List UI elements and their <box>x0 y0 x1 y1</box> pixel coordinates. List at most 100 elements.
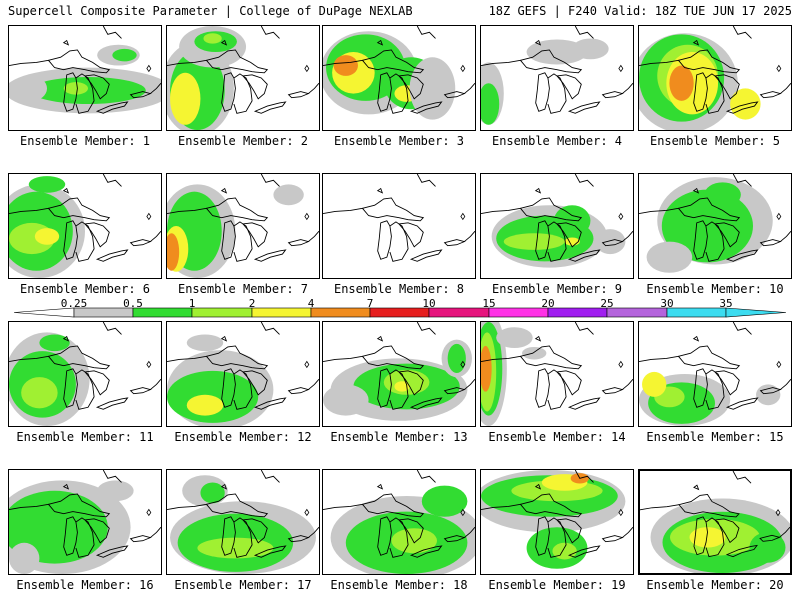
geography-outline <box>205 49 269 74</box>
geography-outline <box>242 518 268 544</box>
geography-outline <box>759 387 782 395</box>
scp-contour <box>642 371 667 397</box>
geography-outline <box>547 369 567 410</box>
member-map-19 <box>480 469 634 575</box>
geography-outline <box>693 368 708 408</box>
geography-outline <box>233 517 253 558</box>
geography-outline <box>705 369 725 410</box>
geography-outline <box>677 345 741 370</box>
scp-contour <box>447 343 466 373</box>
geography-outline <box>519 493 583 518</box>
geography-outline <box>639 355 679 362</box>
geography-outline <box>220 187 228 194</box>
geography-outline <box>221 220 236 260</box>
scp-contour <box>167 233 180 271</box>
member-label: Ensemble Member: 10 <box>646 282 784 296</box>
scp-contour <box>595 229 626 255</box>
scp-contour <box>522 346 547 360</box>
island-marker <box>776 212 782 221</box>
geography-outline <box>535 368 550 408</box>
geography-outline <box>220 39 228 46</box>
geography-outline <box>389 369 409 410</box>
scp-contour <box>496 327 533 348</box>
geography-outline <box>129 387 152 395</box>
geography-outline <box>574 470 594 483</box>
colorbar-tick-label: 4 <box>307 297 315 310</box>
member-map-8 <box>322 173 476 279</box>
geography-outline <box>416 174 436 187</box>
scp-contour <box>9 542 40 574</box>
geography-outline <box>567 101 601 114</box>
member-label: Ensemble Member: 20 <box>646 578 784 592</box>
geography-outline <box>361 49 425 74</box>
member-map-16 <box>8 469 162 575</box>
scp-contour <box>203 33 222 44</box>
geography-outline <box>547 221 567 262</box>
colorbar-segment <box>488 307 549 318</box>
member-label: Ensemble Member: 4 <box>491 134 623 148</box>
geography-outline <box>398 370 424 396</box>
geography-outline <box>63 220 78 260</box>
geography-outline <box>167 355 207 362</box>
geography-outline <box>205 493 269 518</box>
geography-outline <box>253 101 287 114</box>
geography-outline <box>220 483 228 490</box>
member-label: Ensemble Member: 16 <box>16 578 154 592</box>
geography-outline <box>416 322 436 335</box>
member-map-7 <box>166 173 320 279</box>
geography-outline <box>308 526 319 538</box>
geography-outline <box>308 230 319 242</box>
geography-outline <box>692 39 700 46</box>
geography-outline <box>409 249 443 262</box>
colorbar-tick-label: 20 <box>541 297 555 310</box>
geography-outline <box>556 370 582 396</box>
geography-outline <box>601 387 624 395</box>
member-map-17 <box>166 469 320 575</box>
geography-outline <box>75 517 95 558</box>
scp-contour <box>16 75 47 101</box>
scp-contour <box>186 334 224 352</box>
geography-outline <box>759 91 782 99</box>
geography-outline <box>409 397 443 410</box>
geography-outline <box>409 101 443 114</box>
geography-outline <box>377 220 392 260</box>
scp-contour <box>9 490 108 564</box>
geography-outline <box>725 101 759 114</box>
geography-outline <box>233 73 253 114</box>
geography-outline <box>464 378 475 390</box>
colorbar-tick-label: 1 <box>188 297 196 310</box>
member-map-15 <box>638 321 792 427</box>
geography-outline <box>361 493 425 518</box>
member-map-10 <box>638 173 792 279</box>
geography-outline <box>714 370 740 396</box>
geography-outline <box>622 526 633 538</box>
scp-contour <box>661 189 753 263</box>
geography-outline <box>377 72 392 112</box>
geography-outline <box>780 230 791 242</box>
colorbar-segment <box>428 307 490 318</box>
geography-outline <box>9 59 49 66</box>
scp-contour <box>756 384 781 406</box>
geography-outline <box>323 355 363 362</box>
geography-outline <box>9 355 49 362</box>
geography-outline <box>323 59 363 66</box>
island-marker <box>146 360 152 369</box>
geography-outline <box>732 174 752 187</box>
geography-outline <box>129 535 152 543</box>
geography-outline <box>416 470 436 483</box>
geography-outline <box>205 345 269 370</box>
geography-outline <box>398 518 424 544</box>
scp-contour <box>394 381 410 392</box>
geography-outline <box>725 397 759 410</box>
member-map-3 <box>322 25 476 131</box>
member-map-9 <box>480 173 634 279</box>
geography-outline <box>260 26 280 39</box>
geography-outline <box>574 322 594 335</box>
geography-outline <box>102 322 122 335</box>
scp-contour <box>39 334 70 352</box>
geography-outline <box>389 73 409 114</box>
scp-contour <box>572 38 609 60</box>
geography-outline <box>705 221 725 262</box>
geography-outline <box>389 517 409 558</box>
geography-outline <box>287 387 310 395</box>
